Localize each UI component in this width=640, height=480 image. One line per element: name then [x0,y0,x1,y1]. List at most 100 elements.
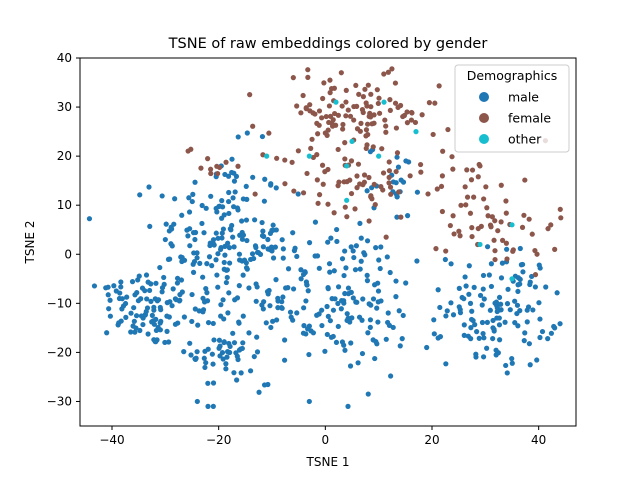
data-point-female [308,145,314,151]
data-point-male [303,298,309,304]
data-point-male [359,350,366,357]
data-point-male [350,295,356,301]
data-point-male [456,285,462,291]
data-point-male [319,322,325,329]
data-point-female [358,120,364,126]
data-point-male [244,130,250,136]
data-point-male [203,286,209,292]
data-point-male [504,301,511,307]
data-point-male [228,227,234,233]
data-point-other [413,129,419,135]
data-point-male [187,226,193,232]
data-point-female [348,190,355,197]
data-point-female [489,214,495,220]
legend-marker [479,113,489,123]
data-point-male [395,164,402,170]
data-point-female [354,173,360,179]
data-point-male [210,380,217,386]
data-point-male [243,217,250,223]
data-point-male [142,311,148,318]
data-point-male [107,297,113,303]
data-point-male [424,344,430,351]
data-point-male [400,312,406,319]
data-point-female [381,71,387,77]
data-point-male [364,278,371,284]
data-point-female [354,126,361,132]
data-point-female [458,202,464,208]
legend-marker [479,92,489,102]
data-point-male [226,198,232,205]
data-point-female [291,188,297,194]
data-point-female [344,214,350,220]
data-point-male [509,356,515,362]
data-point-male [219,235,225,241]
data-point-male [221,259,227,266]
data-point-male [169,303,175,309]
data-point-male [146,184,152,190]
data-point-female [467,210,474,216]
data-point-male [365,330,371,336]
data-point-male [231,370,237,376]
data-point-male [270,255,277,261]
data-point-female [408,117,415,123]
data-point-female [434,186,440,192]
data-point-female [364,142,370,148]
data-point-male [200,274,206,280]
data-point-male [118,318,124,324]
data-point-male [325,239,331,245]
data-point-female [316,108,323,114]
data-point-female [557,206,563,212]
data-point-male [210,361,216,367]
y-axis-ticks: −30 −20 −10 0 10 20 30 40 [47,51,80,408]
data-point-male [406,159,412,165]
data-point-female [322,169,328,175]
y-tick-label: −30 [47,394,72,408]
x-tick-label: 20 [424,433,439,447]
data-point-female [398,214,404,220]
data-point-male [149,319,155,325]
data-point-male [262,176,268,182]
data-point-female [363,127,370,133]
data-point-male [312,253,318,259]
data-point-male [111,283,117,289]
legend: Demographics male female other [454,64,570,153]
data-point-male [178,277,185,283]
data-point-female [310,110,316,116]
data-point-male [414,189,420,195]
data-point-male [250,174,256,180]
data-point-female [356,91,362,97]
data-point-male [219,230,225,236]
data-point-female [361,172,368,178]
data-point-male [496,294,503,301]
data-point-male [367,324,373,330]
data-point-male [448,261,454,267]
data-point-female [375,100,381,107]
data-point-male [530,307,536,313]
data-point-female [319,115,325,121]
data-point-female [521,212,527,218]
data-point-male [360,296,366,302]
data-point-male [348,289,354,295]
data-point-female [376,110,383,116]
data-point-male [133,313,140,319]
data-point-male [370,296,377,302]
data-point-male [168,241,174,247]
data-point-male [448,300,454,306]
data-point-male [91,283,98,289]
data-point-male [291,248,298,254]
data-point-female [366,218,372,224]
data-point-male [234,377,240,383]
data-point-male [252,243,259,249]
data-point-female [419,112,425,118]
data-point-male [253,281,259,287]
data-point-male [268,324,274,331]
data-point-male [225,310,231,316]
data-point-female [344,179,350,185]
data-point-male [532,284,538,290]
legend-label: other [508,132,542,147]
data-point-male [240,313,246,319]
data-point-male [468,336,474,342]
data-point-male [254,334,260,340]
data-point-male [515,288,521,295]
